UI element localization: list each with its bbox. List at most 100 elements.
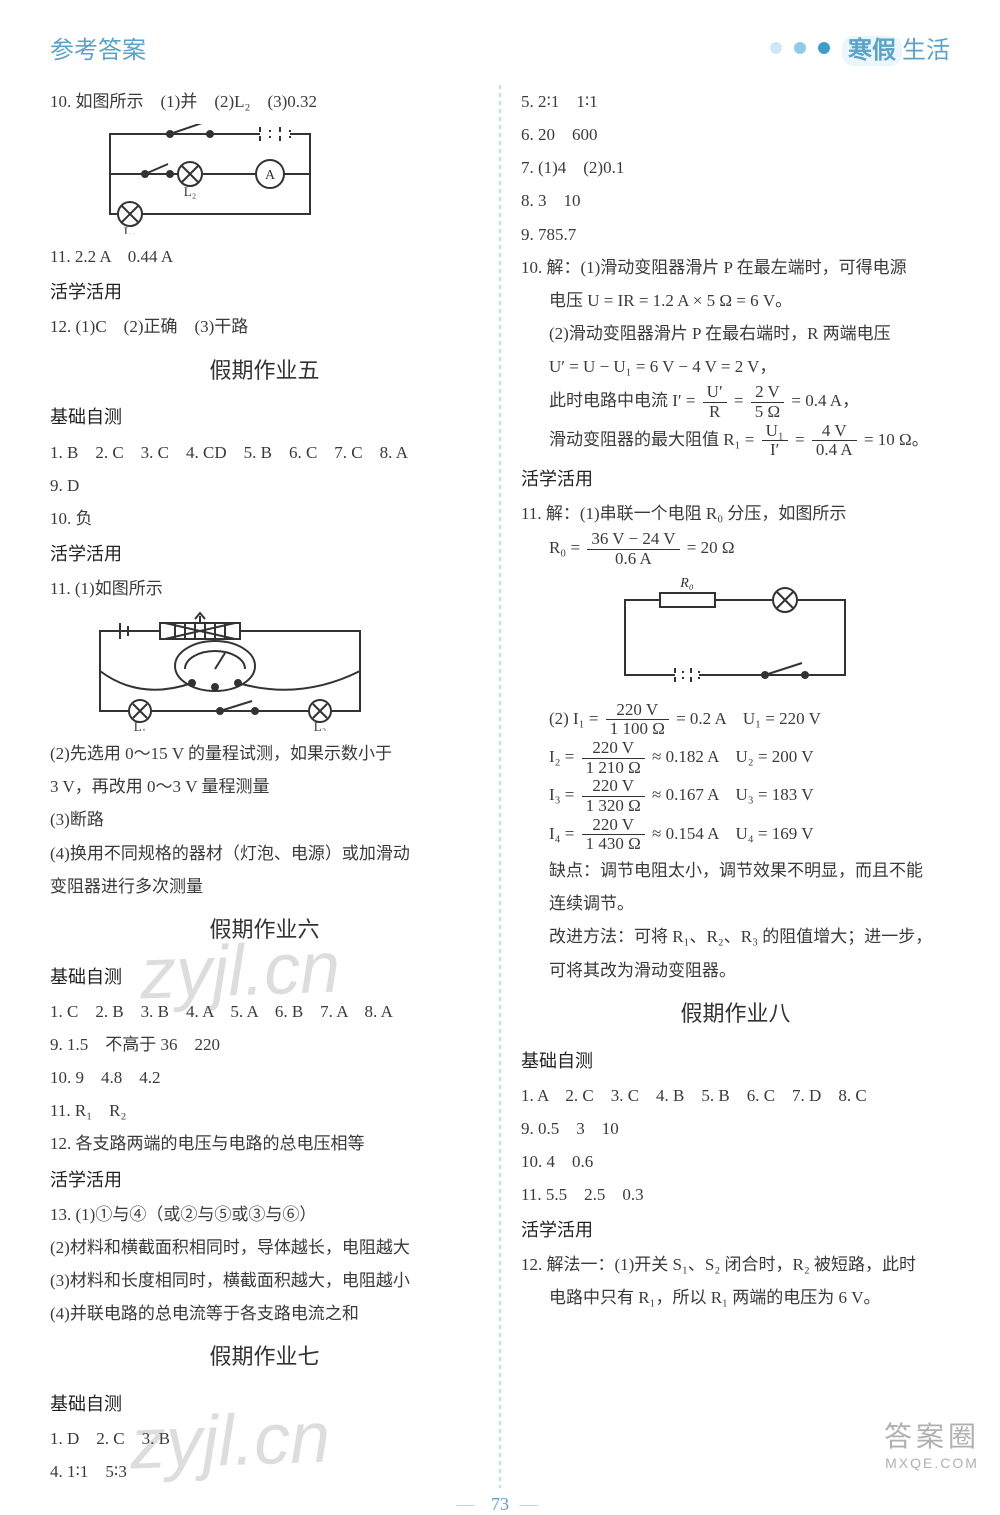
hw6-13d: (4)并联电路的总电流等于各支路电流之和 xyxy=(50,1297,479,1330)
r7: 7. (1)4 (2)0.1 xyxy=(521,151,950,184)
right-column: 5. 2∶1 1∶1 6. 20 600 7. (1)4 (2)0.1 8. 3… xyxy=(521,85,950,1488)
r11-2: (2) I₁ = 220 V1 100 Ω = 0.2 A U₁ = 220 V xyxy=(521,701,950,739)
r11-3: I₂ = 220 V1 210 Ω ≈ 0.182 A U₂ = 200 V xyxy=(521,739,950,777)
r11-3-pre: I₂ = xyxy=(549,747,579,766)
r10c-pre: 此时电路中电流 I′ = xyxy=(549,391,700,410)
r10c: 此时电路中电流 I′ = U′R = 2 V5 Ω = 0.4 A， xyxy=(521,383,950,421)
jichu6: 基础自测 xyxy=(50,960,479,995)
huo8: 活学活用 xyxy=(521,1213,950,1248)
r10c-f1: U′R xyxy=(703,383,727,421)
huo5: 活学活用 xyxy=(50,537,479,572)
hw6-title: 假期作业六 xyxy=(50,909,479,952)
l10: 10. 如图所示 (1)并 (2)L₂ (3)0.32 xyxy=(50,85,479,118)
r10a2: 电压 U = IR = 1.2 A × 5 Ω = 6 V。 xyxy=(521,284,950,317)
jichu7: 基础自测 xyxy=(50,1387,479,1422)
stamp-row1: 答案圈 xyxy=(884,1415,980,1455)
hw6-10: 10. 9 4.8 4.2 xyxy=(50,1061,479,1094)
r9: 9. 785.7 xyxy=(521,218,950,251)
l12: 12. (1)C (2)正确 (3)干路 xyxy=(50,310,479,343)
svg-text:L₂: L₂ xyxy=(314,719,326,731)
hw8-mc: 1. A 2. C 3. C 4. B 5. B 6. C 7. D 8. C xyxy=(521,1079,950,1112)
r11-f: 36 V − 24 V0.6 A xyxy=(587,530,679,568)
jichu8: 基础自测 xyxy=(521,1044,950,1079)
r10d-post: = 10 Ω。 xyxy=(864,430,929,449)
r10d-pre: 滑动变阻器的最大阻值 R₁ = xyxy=(549,430,759,449)
dot-3 xyxy=(818,42,830,54)
hw6-12: 12. 各支路两端的电压与电路的总电压相等 xyxy=(50,1127,479,1160)
hw5-10: 10. 负 xyxy=(50,502,479,535)
stamp-row2: MXQE.COM xyxy=(884,1455,980,1471)
r11-q1: 缺点：调节电阻太小，调节效果不明显，而且不能 xyxy=(521,854,950,887)
page-number: — 73 — xyxy=(50,1494,950,1515)
r11-frac: R₀ = 36 V − 24 V0.6 A = 20 Ω xyxy=(521,530,950,568)
svg-text:L₁: L₁ xyxy=(134,719,146,731)
r11-5-pre: I₄ = xyxy=(549,824,579,843)
dot-2 xyxy=(794,42,806,54)
r11-3-post: ≈ 0.182 A U₂ = 200 V xyxy=(652,747,814,766)
r11-3-f: 220 V1 210 Ω xyxy=(582,739,645,777)
hw8-12b: 电路中只有 R₁，所以 R₁ 两端的电压为 6 V。 xyxy=(521,1281,950,1314)
huo6: 活学活用 xyxy=(50,1163,479,1198)
hw6-13c: (3)材料和长度相同时，横截面积越大，电阻越小 xyxy=(50,1264,479,1297)
hw8-9: 9. 0.5 3 10 xyxy=(521,1112,950,1145)
hw5-11b: (2)先选用 0～15 V 的量程试测，如果示数小于 xyxy=(50,737,479,770)
hw5-11c: (3)断路 xyxy=(50,803,479,836)
huo1: 活学活用 xyxy=(50,275,479,310)
huo7: 活学活用 xyxy=(521,462,950,497)
r8: 8. 3 10 xyxy=(521,184,950,217)
hw5-11b2: 3 V，再改用 0～3 V 量程测量 xyxy=(50,770,479,803)
circuit3-r0-label: R₀ xyxy=(680,576,695,591)
r10c-mid: = xyxy=(734,391,748,410)
header-left: 参考答案 xyxy=(50,30,146,65)
r10d-f2: 4 V0.4 A xyxy=(812,422,857,460)
r11a: 11. 解：(1)串联一个电阻 R₀ 分压，如图所示 xyxy=(521,497,950,530)
r10d: 滑动变阻器的最大阻值 R₁ = U₁I′ = 4 V0.4 A = 10 Ω。 xyxy=(521,422,950,460)
left-column: 10. 如图所示 (1)并 (2)L₂ (3)0.32 xyxy=(50,85,479,1488)
r11-4: I₃ = 220 V1 320 Ω ≈ 0.167 A U₃ = 183 V xyxy=(521,777,950,815)
hw6-mc: 1. C 2. B 3. B 4. A 5. A 6. B 7. A 8. A xyxy=(50,995,479,1028)
circuit1-a-label: A xyxy=(265,168,276,183)
jichu5: 基础自测 xyxy=(50,400,479,435)
r11-2-f: 220 V1 100 Ω xyxy=(606,701,669,739)
header-badge-bold: 寒假 xyxy=(842,36,902,66)
hw6-11: 11. R₁ R₂ xyxy=(50,1094,479,1127)
hw5-11d2: 变阻器进行多次测量 xyxy=(50,870,479,903)
r11-5-post: ≈ 0.154 A U₄ = 169 V xyxy=(652,824,814,843)
hw7-title: 假期作业七 xyxy=(50,1336,479,1379)
hw5-title: 假期作业五 xyxy=(50,350,479,393)
hw5-11d: (4)换用不同规格的器材（灯泡、电源）或加滑动 xyxy=(50,837,479,870)
r11-4-post: ≈ 0.167 A U₃ = 183 V xyxy=(652,785,814,804)
r11-5: I₄ = 220 V1 430 Ω ≈ 0.154 A U₄ = 169 V xyxy=(521,816,950,854)
r10a: 10. 解：(1)滑动变阻器滑片 P 在最左端时，可得电源 xyxy=(521,251,950,284)
hw5-9: 9. D xyxy=(50,469,479,502)
r11-f-post: = 20 Ω xyxy=(687,538,735,557)
column-divider xyxy=(499,85,501,1488)
circuit-diagram-2: L₁ L₂ xyxy=(80,611,380,731)
r11-q3: 改进方法：可将 R₁、R₂、R₃ 的阻值增大；进一步， xyxy=(521,920,950,953)
dot-1 xyxy=(770,42,782,54)
r11-4-pre: I₃ = xyxy=(549,785,579,804)
circuit-diagram-1: L₂ L₁ A xyxy=(90,124,350,234)
hw5-mc: 1. B 2. C 3. C 4. CD 5. B 6. C 7. C 8. A xyxy=(50,436,479,469)
hw5-11: 11. (1)如图所示 xyxy=(50,572,479,605)
r11-2-post: = 0.2 A U₁ = 220 V xyxy=(676,709,821,728)
hw8-title: 假期作业八 xyxy=(521,993,950,1036)
header-right: 寒假生活 xyxy=(770,30,950,65)
r10c-f2: 2 V5 Ω xyxy=(751,383,784,421)
r11-5-f: 220 V1 430 Ω xyxy=(582,816,645,854)
header-badge-light: 生活 xyxy=(902,38,950,64)
hw6-13b: (2)材料和横截面积相同时，导体越长，电阻越大 xyxy=(50,1231,479,1264)
r5: 5. 2∶1 1∶1 xyxy=(521,85,950,118)
r6: 6. 20 600 xyxy=(521,118,950,151)
corner-stamp: 答案圈 MXQE.COM xyxy=(884,1415,980,1471)
hw6-9: 9. 1.5 不高于 36 220 xyxy=(50,1028,479,1061)
hw7-4: 4. 1∶1 5∶3 xyxy=(50,1455,479,1488)
hw8-10: 10. 4 0.6 xyxy=(521,1145,950,1178)
r10b: (2)滑动变阻器滑片 P 在最右端时，R 两端电压 xyxy=(521,317,950,350)
r11-q2: 连续调节。 xyxy=(521,887,950,920)
hw8-12a: 12. 解法一：(1)开关 S₁、S₂ 闭合时，R₂ 被短路，此时 xyxy=(521,1248,950,1281)
hw7-mc: 1. D 2. C 3. B xyxy=(50,1422,479,1455)
r10d-f1: U₁I′ xyxy=(762,422,788,460)
r11-f-pre: R₀ = xyxy=(549,538,584,557)
r11-4-f: 220 V1 320 Ω xyxy=(582,777,645,815)
